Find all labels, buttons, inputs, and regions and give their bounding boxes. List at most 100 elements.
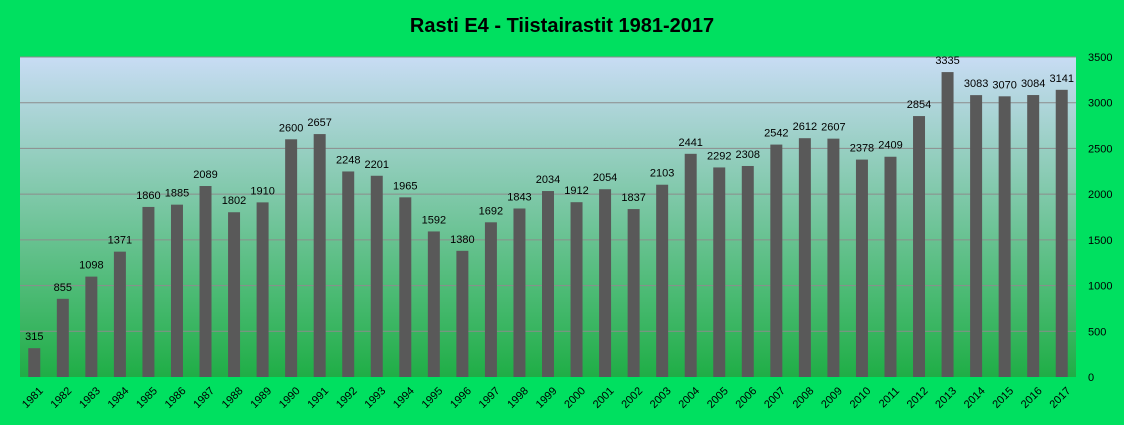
data-label: 2542 [764, 128, 788, 140]
y-tick-label: 3500 [1088, 52, 1112, 64]
x-tick-label: 2017 [1047, 385, 1073, 411]
y-tick-label: 0 [1088, 372, 1094, 384]
bar [28, 348, 41, 377]
y-tick-label: 3000 [1088, 98, 1112, 110]
data-label: 2308 [736, 149, 760, 161]
data-label: 1885 [165, 188, 189, 200]
data-label: 1380 [450, 234, 474, 246]
data-label: 3070 [992, 79, 1016, 91]
bar [513, 208, 526, 377]
x-tick-label: 1999 [534, 385, 560, 411]
bar [827, 138, 840, 377]
data-label: 1860 [136, 190, 160, 202]
data-label: 2409 [878, 140, 902, 152]
bar [542, 191, 554, 377]
bar [484, 222, 497, 377]
x-tick-label: 1982 [49, 385, 75, 411]
data-label: 2103 [650, 168, 674, 180]
x-tick-label: 2007 [762, 385, 788, 411]
data-label: 2292 [707, 150, 731, 162]
data-labels: 315 855 1098 1371 1860 1885 2089 1802 1910 2600 26… [25, 55, 1074, 343]
x-tick-label: 1985 [134, 385, 160, 411]
y-tick-label: 500 [1088, 326, 1106, 338]
bar [342, 171, 355, 377]
x-tick-label: 2013 [933, 385, 959, 411]
bar [684, 153, 697, 377]
data-label: 2248 [336, 154, 360, 166]
x-tick-label: 2016 [1019, 385, 1045, 411]
y-tick-label: 1500 [1088, 235, 1112, 247]
bar [941, 72, 954, 377]
data-label: 2600 [279, 122, 303, 134]
data-label: 2034 [536, 174, 560, 186]
x-tick-label: 1990 [277, 385, 303, 411]
data-label: 3141 [1049, 73, 1073, 85]
x-axis-ticks: 1981 1982 1983 1984 1985 1986 1987 1988 1989 1990… [20, 385, 1073, 411]
x-tick-label: 2010 [848, 385, 874, 411]
x-tick-label: 2003 [648, 385, 674, 411]
bars [28, 72, 1068, 378]
data-label: 1843 [507, 191, 531, 203]
bar [170, 204, 183, 377]
bar [113, 251, 126, 377]
data-label: 1912 [564, 185, 588, 197]
data-label: 2657 [307, 117, 331, 129]
y-axis-ticks: 0 500 1000 1500 2000 2500 3000 3500 [1088, 52, 1112, 384]
bar [285, 139, 298, 377]
x-tick-label: 1981 [20, 385, 46, 411]
x-tick-label: 2009 [819, 385, 845, 411]
x-tick-label: 1983 [77, 385, 103, 411]
bar [1027, 95, 1040, 377]
x-tick-label: 1984 [106, 385, 132, 411]
bar [370, 175, 383, 377]
bar [456, 250, 469, 377]
x-tick-label: 1988 [220, 385, 246, 411]
data-label: 1098 [79, 260, 103, 272]
bar [770, 144, 783, 377]
x-tick-label: 1991 [305, 385, 331, 411]
bar [970, 95, 983, 377]
bar [1055, 89, 1068, 377]
x-tick-label: 2002 [619, 385, 645, 411]
bar [313, 134, 326, 377]
x-tick-label: 1987 [191, 385, 217, 411]
x-tick-label: 2012 [905, 385, 931, 411]
data-label: 315 [25, 331, 43, 343]
bar [884, 156, 897, 377]
bar [228, 212, 241, 377]
y-tick-label: 1000 [1088, 281, 1112, 293]
bar [85, 276, 98, 377]
data-label: 1802 [222, 195, 246, 207]
x-tick-label: 1993 [363, 385, 389, 411]
data-label: 2612 [793, 121, 817, 133]
data-label: 1592 [422, 214, 446, 226]
x-tick-label: 1998 [505, 385, 531, 411]
bar [627, 209, 640, 377]
bar [199, 186, 212, 377]
bar [913, 116, 926, 377]
bar [741, 165, 754, 377]
data-label: 2054 [593, 172, 617, 184]
data-label: 855 [54, 282, 72, 294]
data-label: 2441 [678, 137, 702, 149]
bar [798, 138, 811, 377]
data-label: 1371 [108, 235, 132, 247]
bar [256, 202, 269, 377]
x-tick-label: 2014 [962, 385, 988, 411]
bar [855, 159, 868, 377]
bar [656, 184, 669, 377]
data-label: 2607 [821, 122, 845, 134]
bar [570, 202, 583, 377]
data-label: 1910 [250, 185, 274, 197]
x-tick-label: 1986 [163, 385, 189, 411]
bar [998, 96, 1011, 378]
x-tick-label: 2000 [562, 385, 588, 411]
x-tick-label: 1994 [391, 385, 417, 411]
x-tick-label: 1995 [420, 385, 446, 411]
x-tick-label: 2004 [676, 385, 702, 411]
data-label: 1965 [393, 180, 417, 192]
bar [142, 206, 155, 377]
data-label: 2201 [365, 159, 389, 171]
